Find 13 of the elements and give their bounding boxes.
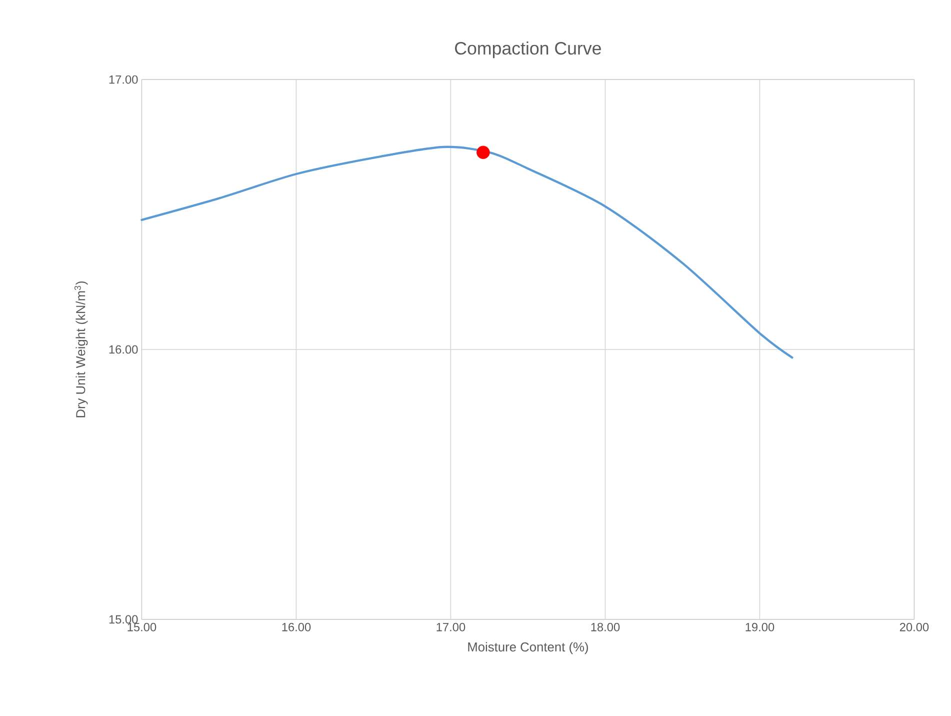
chart-title: Compaction Curve bbox=[455, 42, 601, 58]
y-tick-label: 16.00 bbox=[109, 345, 138, 354]
x-tick-label: 19.00 bbox=[746, 622, 774, 632]
x-tick-label: 20.00 bbox=[900, 622, 929, 632]
line-series bbox=[140, 146, 794, 359]
x-axis-title: Moisture Content (%) bbox=[468, 642, 588, 654]
y-axis-title: Dry Unit Weight (kN/m$^{3}$) bbox=[74, 282, 88, 418]
y-tick-label: 17.00 bbox=[109, 75, 138, 84]
y-tick-label: 15.00 bbox=[109, 615, 138, 624]
x-tick-label: 15.00 bbox=[128, 622, 156, 632]
x-tick-label: 17.00 bbox=[436, 622, 466, 632]
x-tick-label: 16.00 bbox=[282, 622, 311, 632]
x-tick-label: 18.00 bbox=[591, 622, 620, 632]
